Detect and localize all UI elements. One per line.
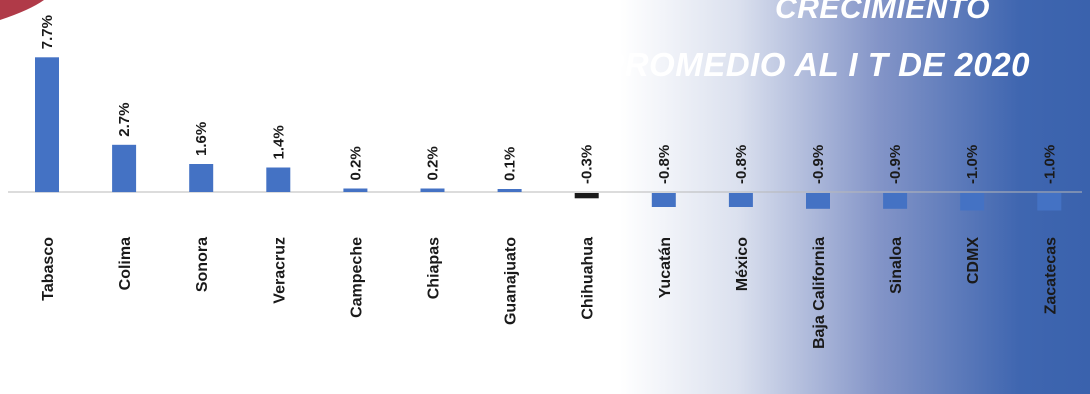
bar-2 <box>189 164 214 192</box>
bar-3 <box>266 167 291 192</box>
data-label-2: 1.6% <box>193 122 210 156</box>
bar-10 <box>806 193 830 209</box>
category-label-2: Sonora <box>194 237 211 292</box>
bar-12 <box>960 193 985 211</box>
bar-8 <box>651 193 676 207</box>
category-label-9: México <box>734 237 751 291</box>
category-label-7: Chihuahua <box>580 237 597 320</box>
data-label-13: -1.0% <box>1041 145 1058 184</box>
data-label-4: 0.2% <box>347 146 364 180</box>
category-label-1: Colima <box>117 237 134 290</box>
bar-6 <box>497 189 522 192</box>
chart-title-line-1: CRECIMIENTO <box>775 0 990 25</box>
category-label-5: Chiapas <box>426 237 443 299</box>
bar-4 <box>343 188 368 192</box>
data-label-6: 0.1% <box>502 147 519 181</box>
chart-title-line-2: PROMEDIO AL I T DE 2020 <box>602 46 1030 83</box>
bar-0 <box>35 57 59 193</box>
bar-9 <box>728 193 753 207</box>
data-label-12: -1.0% <box>964 145 981 184</box>
bar-11 <box>883 193 908 209</box>
bar-7 <box>574 193 599 199</box>
bar-5 <box>420 188 445 192</box>
data-label-5: 0.2% <box>425 146 442 180</box>
category-label-6: Guanajuato <box>503 237 520 325</box>
category-label-8: Yucatán <box>657 237 674 298</box>
category-label-0: Tabasco <box>40 237 57 301</box>
corner-accent-shape <box>0 0 44 20</box>
background-gradient-panel <box>620 0 1090 394</box>
data-label-0: 7.7% <box>39 15 56 49</box>
category-label-11: Sinaloa <box>888 237 905 294</box>
data-label-10: -0.9% <box>810 145 827 184</box>
data-label-3: 1.4% <box>270 125 287 159</box>
data-label-1: 2.7% <box>116 103 133 137</box>
data-label-7: -0.3% <box>579 145 596 184</box>
category-label-13: Zacatecas <box>1042 237 1059 314</box>
category-label-10: Baja California <box>811 237 828 349</box>
data-label-11: -0.9% <box>887 145 904 184</box>
data-label-9: -0.8% <box>733 145 750 184</box>
category-label-12: CDMX <box>965 237 982 284</box>
category-label-3: Veracruz <box>271 237 288 304</box>
bar-1 <box>112 144 137 193</box>
bar-13 <box>1037 193 1062 211</box>
category-label-4: Campeche <box>348 237 365 318</box>
data-label-8: -0.8% <box>656 145 673 184</box>
